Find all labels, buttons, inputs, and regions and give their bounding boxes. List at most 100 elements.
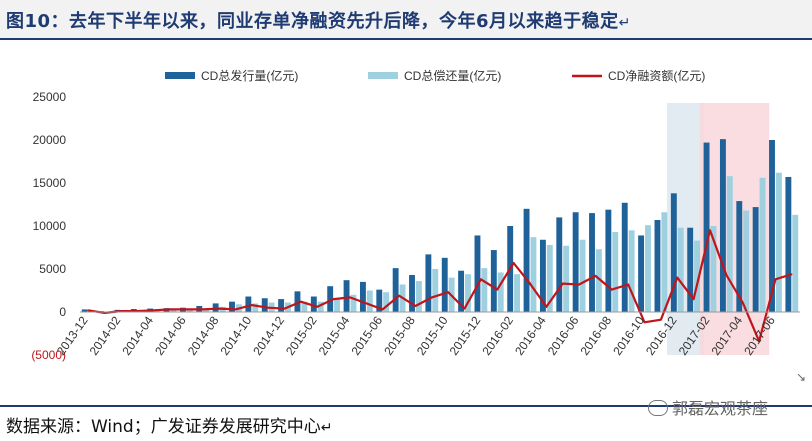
x-tick-label: 2014-08 — [185, 313, 222, 357]
bar-issue — [703, 142, 710, 312]
cd-chart: CD总发行量(亿元) CD总偿还量(亿元) CD净融资额(亿元) 25000 2000… — [31, 68, 800, 362]
x-tick-label: 2016-06 — [545, 313, 582, 357]
bar-issue — [294, 291, 301, 312]
legend-swatch-1 — [165, 72, 195, 79]
bar-issue — [359, 281, 366, 312]
legend: CD总发行量(亿元) CD总偿还量(亿元) CD净融资额(亿元) — [165, 68, 705, 83]
line-point — [758, 340, 760, 342]
line-point — [103, 312, 106, 314]
bar-repay — [301, 301, 308, 312]
bar-repay — [775, 172, 782, 312]
line-point — [594, 275, 597, 277]
line-point — [251, 304, 253, 306]
line-point — [218, 307, 220, 310]
line-point — [447, 291, 449, 293]
bar-issue — [638, 235, 645, 312]
x-tick-label: 2015-08 — [381, 313, 418, 357]
line-point — [611, 289, 613, 291]
bar-repay — [252, 303, 259, 312]
y-tick-label: 15000 — [33, 176, 67, 190]
line-point — [333, 298, 335, 300]
bar-repay — [366, 290, 373, 312]
line-point — [513, 262, 515, 264]
bar-issue — [621, 202, 628, 312]
bar-repay — [792, 214, 799, 312]
line-point — [545, 306, 547, 308]
y-tick-label: 0 — [59, 305, 66, 319]
line-point — [496, 289, 498, 291]
bar-issue — [719, 139, 726, 312]
bar-repay — [579, 239, 586, 312]
bar-issue — [409, 275, 415, 312]
bar-issue — [654, 219, 661, 312]
line-point — [676, 277, 678, 279]
bar-repay — [170, 310, 177, 312]
line-point — [120, 310, 122, 312]
bar-repay — [432, 269, 439, 312]
bar-repay — [546, 244, 553, 312]
line-point — [153, 309, 155, 311]
bar-repay — [350, 294, 357, 312]
line-series — [87, 229, 793, 343]
x-tick-label: 2015-10 — [414, 313, 451, 357]
x-tick-label: 2015-04 — [316, 313, 353, 357]
bar-repay — [383, 292, 390, 312]
bar-issue — [490, 250, 497, 312]
bar-repay — [628, 230, 635, 312]
bar-repay — [563, 245, 570, 312]
bar-repay — [694, 240, 701, 312]
x-tick-label: 2016-02 — [479, 313, 516, 357]
bar-issue — [310, 296, 317, 312]
y-tick-label: 5000 — [39, 262, 66, 276]
line-point — [693, 298, 695, 300]
resize-mark: ↘ — [796, 370, 807, 384]
watermark: 郭磊宏观茶座 — [648, 395, 768, 419]
figure-title: 图10：去年下半年以来，同业存单净融资先升后降，今年6月以来趋于稳定↵ — [6, 11, 631, 32]
line-point — [709, 229, 711, 231]
bar-issue — [425, 254, 432, 312]
bar-repay — [645, 225, 651, 312]
bar-repay — [514, 274, 521, 312]
bar-issue — [261, 298, 268, 312]
bar-issue — [556, 217, 563, 312]
bar-issue — [687, 227, 694, 312]
x-tick-label: 2016-10 — [610, 313, 647, 357]
bar-issue — [392, 268, 399, 312]
bar-repay — [186, 309, 193, 312]
line-point — [480, 278, 482, 280]
bar-issue — [769, 140, 775, 312]
x-tick-label: 2014-12 — [250, 313, 287, 357]
bar-issue — [278, 299, 285, 312]
line-point — [349, 296, 351, 298]
y-tick-label: 10000 — [33, 219, 67, 233]
bar-issue — [343, 280, 350, 312]
legend-swatch-2 — [368, 72, 398, 79]
line-point — [382, 308, 384, 311]
x-tick-label: 2015-12 — [447, 313, 484, 357]
line-point — [267, 307, 269, 309]
line-net-financing — [88, 229, 793, 343]
line-point — [562, 283, 564, 285]
line-point — [791, 273, 793, 275]
line-point — [627, 283, 629, 286]
bar-issue — [474, 235, 481, 312]
x-tick-label: 2014-10 — [218, 313, 255, 357]
bar-repay — [465, 274, 471, 312]
bar-issue — [670, 193, 677, 312]
bar-repay — [726, 176, 733, 312]
line-point — [774, 278, 777, 280]
line-point — [316, 306, 318, 308]
line-point — [136, 310, 138, 312]
x-tick-label: 2016-04 — [512, 313, 549, 357]
legend-label-1: CD总发行量(亿元) — [201, 68, 298, 83]
legend-label-3: CD净融资额(亿元) — [608, 68, 705, 83]
line-point — [169, 308, 171, 311]
bar-issue — [81, 309, 88, 312]
bar-issue — [245, 296, 252, 312]
bar-repay — [677, 227, 684, 312]
line-point — [529, 283, 531, 285]
legend-label-2: CD总偿还量(亿元) — [404, 68, 501, 83]
line-point — [463, 307, 466, 310]
bar-repay — [743, 210, 750, 312]
line-point — [365, 302, 367, 304]
